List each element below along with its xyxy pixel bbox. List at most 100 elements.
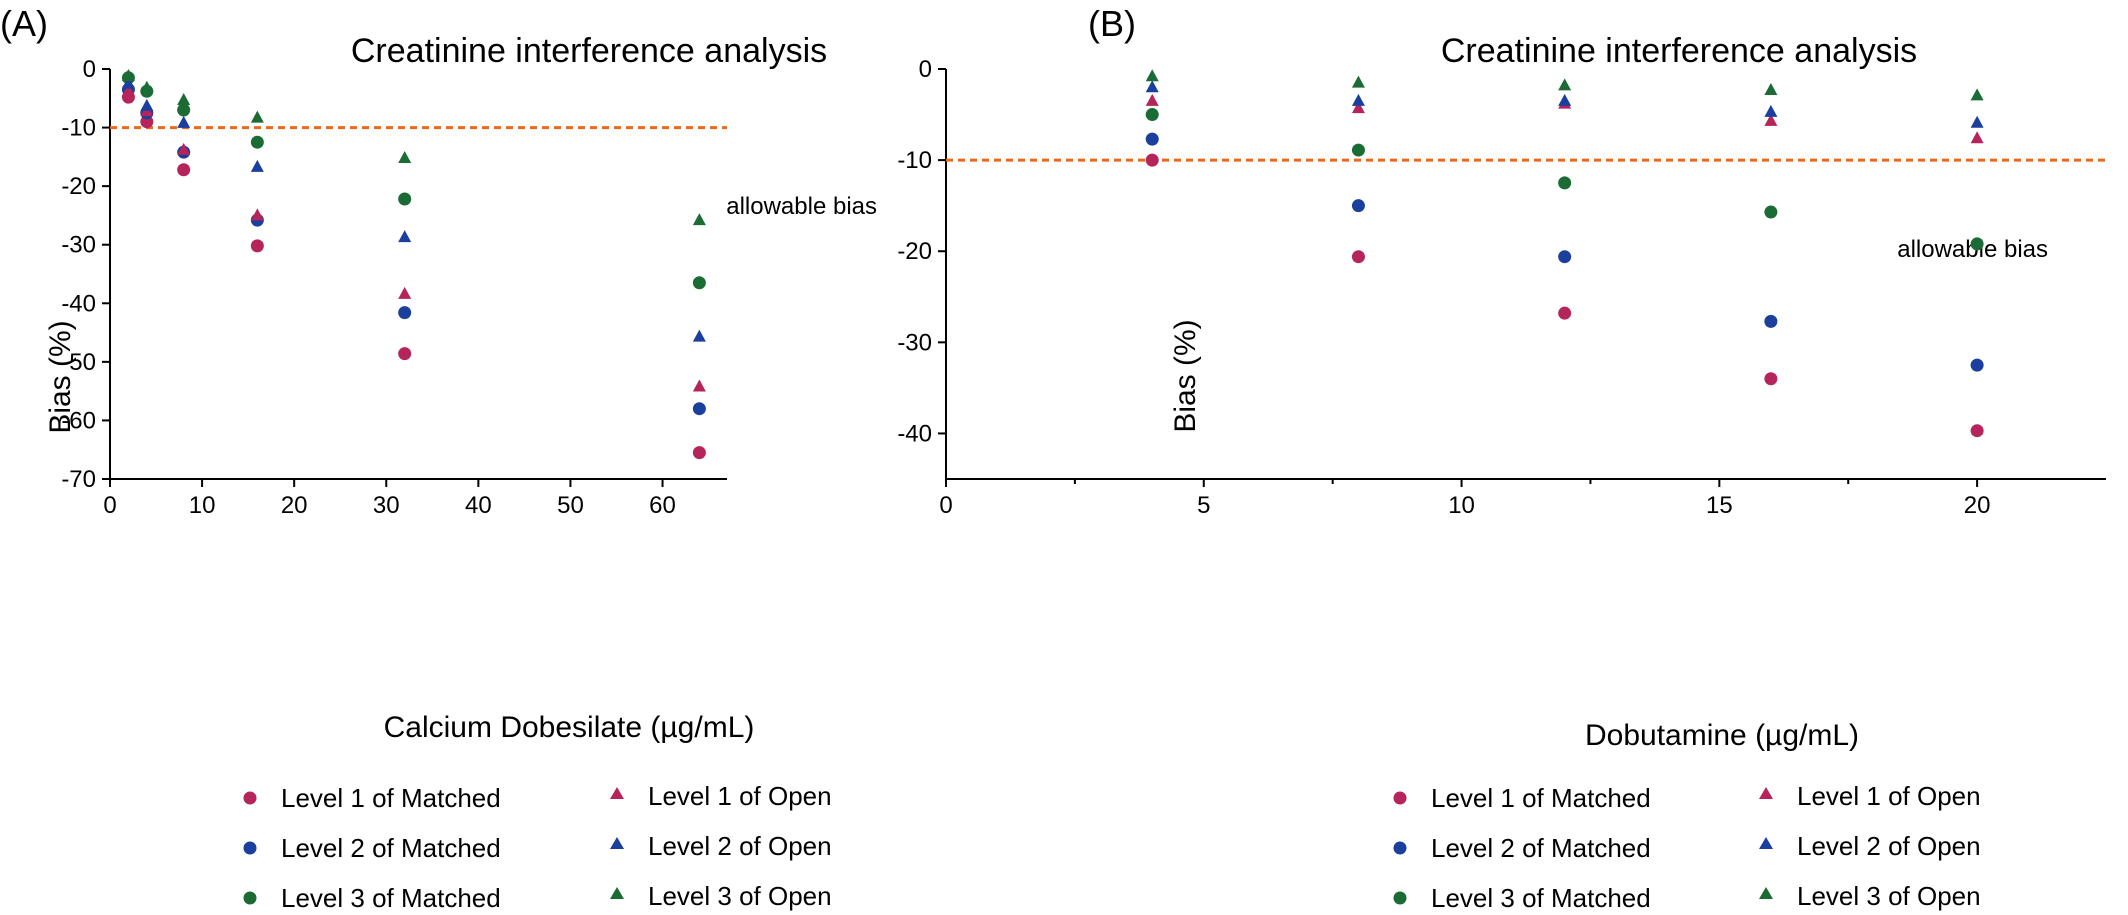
panel-b-data-point-triangle — [1970, 88, 1984, 101]
panel-b-data-point-circle — [1764, 205, 1778, 219]
panel-a-data-point-triangle — [140, 80, 154, 93]
panel-b-data-point-circle — [1558, 176, 1572, 190]
panel-b-data-point-circle — [1970, 237, 1984, 251]
panel-b-data-point-circle — [1558, 306, 1572, 320]
panel-b-title: Creatinine interference analysis — [1441, 32, 1917, 70]
panel-a-y-tick-label: -50 — [61, 349, 96, 376]
panel-a-y-tick-label: 0 — [83, 56, 96, 83]
panel-a-label: (A) — [0, 3, 48, 44]
panel-b-data-point-circle — [1558, 250, 1572, 264]
legend-label: Level 3 of Open — [648, 881, 832, 911]
panel-a-legend-item-level3-open: Level 3 of Open — [610, 881, 832, 911]
panel-a-data-point-circle — [177, 103, 191, 117]
panel-b-y-tick-label: 0 — [919, 56, 932, 83]
panel-a-data-point-circle — [398, 306, 412, 320]
panel-a-data-point-triangle — [398, 230, 412, 243]
chart-panel-a: (A) Creatinine interference analysis Cal… — [0, 3, 877, 744]
panel-b-x-tick-label: 5 — [1197, 492, 1210, 519]
panel-b-legend-item-level2-matched: Level 2 of Matched — [1393, 833, 1651, 863]
panel-a-data-point-triangle — [250, 110, 264, 123]
legend-circle-marker-icon — [243, 891, 257, 905]
panel-a-data-point-triangle — [177, 142, 191, 155]
panel-b-legend-item-level1-open: Level 1 of Open — [1759, 781, 1981, 811]
panel-a-data-point-circle — [398, 192, 412, 206]
panel-b-data-point-circle — [1970, 358, 1984, 372]
panel-b-x-axis-label: Dobutamine (µg/mL) — [1585, 719, 1859, 752]
panel-a-y-axis-label: Bias (%) — [44, 320, 77, 433]
panel-b-x-tick-label: 0 — [939, 492, 952, 519]
panel-b-data-point-triangle — [1351, 75, 1365, 88]
panel-b-y-tick-label: -30 — [897, 329, 932, 356]
panel-a-data-point-triangle — [121, 76, 135, 89]
panel-a-data-point-triangle — [140, 98, 154, 111]
legend-label: Level 3 of Open — [1797, 881, 1981, 911]
panel-b-data-point-triangle — [1145, 80, 1159, 93]
panel-a-legend-item-level1-matched: Level 1 of Matched — [243, 783, 501, 813]
panel-a-y-tick-label: -70 — [61, 466, 96, 493]
panel-b-data-point-circle — [1145, 153, 1159, 167]
panel-b-data-point-triangle — [1764, 82, 1778, 95]
panel-b-y-axis-label: Bias (%) — [1169, 319, 1202, 432]
legend-triangle-marker-icon — [610, 887, 624, 899]
legend-circle-marker-icon — [1393, 841, 1407, 855]
panel-a-legend-item-level3-matched: Level 3 of Matched — [243, 883, 501, 913]
legend-label: Level 2 of Matched — [281, 833, 501, 863]
legend-triangle-marker-icon — [1759, 787, 1773, 799]
panel-a-data-point-circle — [692, 276, 706, 290]
panel-a-plot-area: 0 -10 -20 -30 -40 -50 -60 -70 0 10 20 30 40 50 60 — [61, 56, 727, 519]
panel-b-legend-item-level1-matched: Level 1 of Matched — [1393, 783, 1651, 813]
panel-a-data-point-triangle — [250, 208, 264, 221]
panel-b-data-point-circle — [1145, 108, 1159, 122]
legend-circle-marker-icon — [243, 791, 257, 805]
legend-circle-marker-icon — [243, 841, 257, 855]
panel-b-y-tick-label: -10 — [897, 147, 932, 174]
panel-b-data-point-triangle — [1145, 69, 1159, 82]
legend-triangle-marker-icon — [610, 787, 624, 799]
panel-a-data-point-circle — [692, 402, 706, 416]
panel-a-data-point-circle — [250, 135, 264, 149]
panel-a-x-axis-label: Calcium Dobesilate (µg/mL) — [384, 711, 755, 744]
panel-b-x-tick-label: 20 — [1964, 492, 1991, 519]
panel-a-data-point-triangle — [121, 69, 135, 82]
panel-a-x-tick-label: 30 — [373, 492, 400, 519]
legend-label: Level 2 of Matched — [1431, 833, 1651, 863]
panel-a-data-point-triangle — [398, 151, 412, 164]
legend-label: Level 1 of Open — [1797, 781, 1981, 811]
legend-circle-marker-icon — [1393, 891, 1407, 905]
panel-a-data-point-triangle — [250, 159, 264, 172]
panel-a-data-point-triangle — [692, 329, 706, 342]
legend-circle-marker-icon — [1393, 791, 1407, 805]
panel-b-legend-item-level3-open: Level 3 of Open — [1759, 881, 1981, 911]
panel-b-legend: Level 1 of Matched Level 2 of Matched Le… — [1393, 781, 1981, 913]
panel-b-data-point-circle — [1351, 143, 1365, 157]
legend-label: Level 2 of Open — [1797, 831, 1981, 861]
panel-a-x-tick-label: 10 — [189, 492, 216, 519]
panel-b-x-tick-label: 15 — [1706, 492, 1733, 519]
panel-a-threshold-label: allowable bias — [726, 193, 877, 220]
panel-b-data-point-circle — [1970, 424, 1984, 438]
panel-a-x-tick-label: 40 — [465, 492, 492, 519]
legend-label: Level 3 of Matched — [1431, 883, 1651, 913]
panel-b-data-point-circle — [1351, 199, 1365, 213]
legend-label: Level 1 of Open — [648, 781, 832, 811]
panel-b-legend-item-level3-matched: Level 3 of Matched — [1393, 883, 1651, 913]
panel-a-legend: Level 1 of Matched Level 2 of Matched Le… — [243, 781, 832, 913]
panel-b-data-point-circle — [1764, 314, 1778, 328]
legend-triangle-marker-icon — [610, 837, 624, 849]
panel-a-data-point-triangle — [177, 93, 191, 106]
panel-a-data-point-circle — [177, 163, 191, 177]
panel-a-y-tick-label: -10 — [61, 115, 96, 142]
panel-b-data-point-triangle — [1558, 93, 1572, 106]
panel-a-data-point-circle — [398, 347, 412, 361]
panel-a-data-point-circle — [250, 239, 264, 253]
panel-a-y-tick-label: -20 — [61, 173, 96, 200]
panel-a-title: Creatinine interference analysis — [351, 32, 827, 70]
panel-b-y-tick-label: -40 — [897, 420, 932, 447]
panel-a-y-tick-label: -40 — [61, 290, 96, 317]
panel-b-label: (B) — [1088, 3, 1136, 44]
panel-a-y-tick-label: -60 — [61, 407, 96, 434]
panel-a-legend-item-level1-open: Level 1 of Open — [610, 781, 832, 811]
legend-triangle-marker-icon — [1759, 837, 1773, 849]
panel-a-legend-item-level2-matched: Level 2 of Matched — [243, 833, 501, 863]
panel-b-data-point-circle — [1145, 132, 1159, 146]
